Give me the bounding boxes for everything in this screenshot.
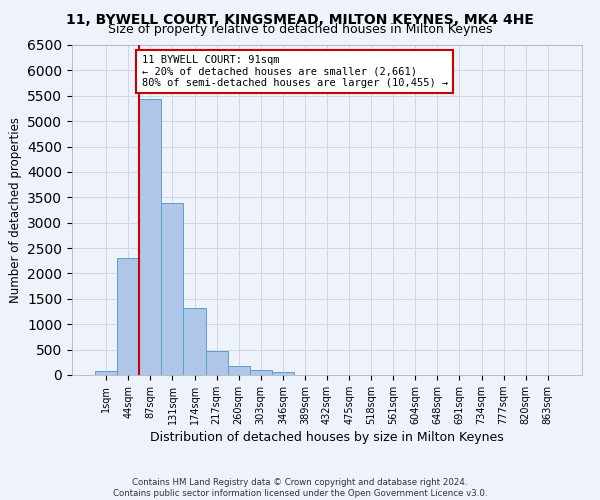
X-axis label: Distribution of detached houses by size in Milton Keynes: Distribution of detached houses by size …: [150, 431, 504, 444]
Bar: [250, 370, 272, 375]
Bar: [161, 204, 184, 375]
Text: Size of property relative to detached houses in Milton Keynes: Size of property relative to detached ho…: [108, 22, 492, 36]
Text: Contains HM Land Registry data © Crown copyright and database right 2024.
Contai: Contains HM Land Registry data © Crown c…: [113, 478, 487, 498]
Y-axis label: Number of detached properties: Number of detached properties: [8, 117, 22, 303]
Text: 11 BYWELL COURT: 91sqm
← 20% of detached houses are smaller (2,661)
80% of semi-: 11 BYWELL COURT: 91sqm ← 20% of detached…: [142, 55, 448, 88]
Bar: [117, 258, 139, 375]
Bar: [95, 372, 117, 375]
Bar: [272, 372, 294, 375]
Bar: [206, 350, 227, 375]
Bar: [227, 366, 250, 375]
Text: 11, BYWELL COURT, KINGSMEAD, MILTON KEYNES, MK4 4HE: 11, BYWELL COURT, KINGSMEAD, MILTON KEYN…: [66, 12, 534, 26]
Bar: [184, 308, 206, 375]
Bar: [139, 99, 161, 375]
